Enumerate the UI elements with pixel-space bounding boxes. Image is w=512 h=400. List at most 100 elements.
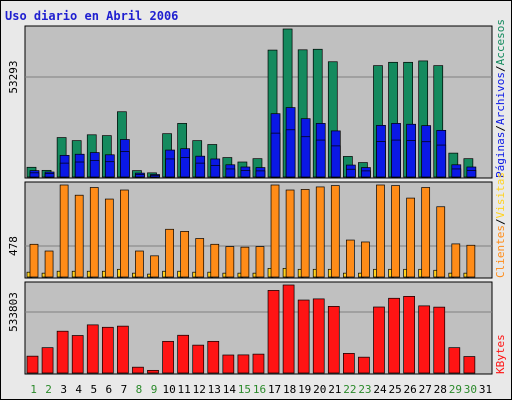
day-label: 17 bbox=[268, 383, 281, 396]
day-label: 28 bbox=[434, 383, 447, 396]
bar-kbytes bbox=[147, 369, 159, 374]
legend-entry: Visitas bbox=[494, 172, 507, 218]
bar-clientes bbox=[270, 184, 280, 278]
legend-entry: Accesos bbox=[494, 19, 507, 65]
bar-archivos bbox=[330, 145, 341, 178]
day-label: 31 bbox=[479, 383, 492, 396]
bar-kbytes bbox=[373, 306, 385, 374]
bar-archivos bbox=[165, 158, 175, 178]
bar-clientes bbox=[346, 239, 355, 278]
bar-archivos bbox=[270, 132, 281, 178]
scale-label-hits: 53293 bbox=[7, 60, 20, 93]
bar-clientes bbox=[59, 184, 69, 278]
bar-clientes bbox=[330, 185, 340, 278]
legend-traffic: KBytes bbox=[494, 334, 507, 374]
bar-archivos bbox=[451, 168, 462, 178]
day-label: 9 bbox=[151, 383, 158, 396]
day-label: 13 bbox=[208, 383, 221, 396]
bar-archivos bbox=[135, 174, 145, 178]
bar-clientes bbox=[285, 189, 295, 278]
day-label: 16 bbox=[253, 383, 266, 396]
day-label: 10 bbox=[162, 383, 175, 396]
legend-entry: / bbox=[494, 218, 507, 225]
bar-archivos bbox=[59, 162, 70, 178]
bar-kbytes bbox=[463, 356, 476, 374]
day-label: 21 bbox=[328, 383, 341, 396]
bar-archivos bbox=[255, 170, 266, 178]
day-label: 4 bbox=[75, 383, 82, 396]
bar-kbytes bbox=[177, 334, 189, 374]
day-label: 11 bbox=[178, 383, 191, 396]
bar-clientes bbox=[135, 250, 144, 278]
bar-clientes bbox=[210, 243, 220, 278]
bar-clientes bbox=[150, 255, 159, 278]
bar-archivos bbox=[361, 170, 371, 178]
bar-clientes bbox=[451, 243, 461, 278]
day-label: 1 bbox=[30, 383, 37, 396]
day-label: 27 bbox=[419, 383, 432, 396]
day-label: 22 bbox=[343, 383, 356, 396]
bar-archivos bbox=[300, 136, 311, 178]
legend-entry: / bbox=[494, 65, 507, 72]
bar-clientes bbox=[255, 246, 265, 278]
bar-kbytes bbox=[433, 306, 446, 374]
day-label: 5 bbox=[90, 383, 97, 396]
bar-clientes bbox=[225, 246, 235, 278]
day-label: 20 bbox=[313, 383, 326, 396]
bar-clientes bbox=[74, 194, 84, 278]
bar-kbytes bbox=[282, 284, 295, 374]
bar-kbytes bbox=[117, 325, 129, 374]
bar-kbytes bbox=[418, 305, 431, 374]
bar-archivos bbox=[421, 141, 432, 178]
bar-archivos bbox=[376, 141, 386, 178]
day-label: 3 bbox=[60, 383, 67, 396]
day-label: 7 bbox=[121, 383, 128, 396]
bar-clientes bbox=[240, 246, 250, 278]
bar-kbytes bbox=[448, 347, 461, 374]
bar-kbytes bbox=[132, 366, 144, 374]
bar-clientes bbox=[195, 238, 205, 278]
bar-archivos bbox=[466, 169, 477, 178]
bar-clientes bbox=[180, 231, 189, 278]
bar-archivos bbox=[44, 173, 55, 178]
day-label: 19 bbox=[298, 383, 311, 396]
legend-entry: Clientes bbox=[494, 225, 507, 278]
bar-archivos bbox=[406, 140, 416, 178]
bar-archivos bbox=[240, 169, 251, 178]
day-label: 12 bbox=[193, 383, 206, 396]
bar-archivos bbox=[150, 174, 160, 178]
day-label: 15 bbox=[238, 383, 251, 396]
bar-kbytes bbox=[101, 326, 114, 374]
legend-entry: KBytes bbox=[494, 334, 507, 374]
bar-kbytes bbox=[327, 306, 340, 374]
day-label: 25 bbox=[388, 383, 401, 396]
legend-visits: Clientes/Visitas bbox=[494, 172, 507, 278]
bar-archivos bbox=[89, 159, 100, 178]
bar-kbytes bbox=[312, 298, 325, 374]
day-label: 30 bbox=[464, 383, 477, 396]
bar-kbytes bbox=[237, 354, 250, 374]
bar-kbytes bbox=[358, 356, 370, 374]
day-label: 29 bbox=[449, 383, 462, 396]
bar-clientes bbox=[391, 185, 400, 278]
day-label: 8 bbox=[136, 383, 143, 396]
bar-kbytes bbox=[388, 297, 400, 374]
legend-entry: Archivos bbox=[494, 72, 507, 125]
bar-archivos bbox=[225, 168, 236, 178]
bar-archivos bbox=[315, 139, 326, 178]
scale-label-traffic: 533803 bbox=[7, 292, 20, 332]
bar-clientes bbox=[300, 189, 310, 278]
bar-archivos bbox=[285, 129, 296, 178]
bar-clientes bbox=[29, 243, 39, 278]
bar-kbytes bbox=[56, 330, 69, 374]
bar-archivos bbox=[346, 168, 356, 178]
bar-clientes bbox=[165, 228, 174, 278]
bar-kbytes bbox=[41, 347, 54, 374]
bar-archivos bbox=[29, 172, 40, 178]
day-label: 23 bbox=[358, 383, 371, 396]
bar-clientes bbox=[421, 187, 431, 278]
bar-archivos bbox=[180, 157, 190, 178]
bar-kbytes bbox=[222, 354, 235, 374]
bar-clientes bbox=[436, 206, 446, 278]
